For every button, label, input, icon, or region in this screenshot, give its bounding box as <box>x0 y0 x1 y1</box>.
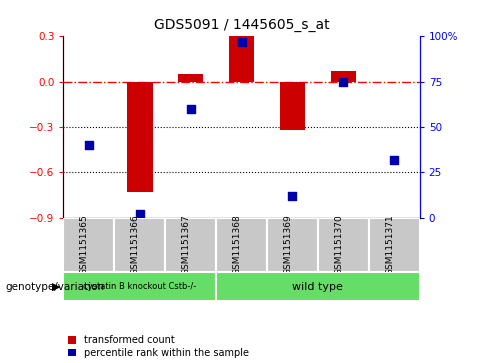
Text: GSM1151368: GSM1151368 <box>233 215 242 276</box>
Bar <box>216 272 420 301</box>
Text: GSM1151371: GSM1151371 <box>385 215 394 276</box>
Bar <box>63 218 114 272</box>
Bar <box>369 218 420 272</box>
Text: cystatin B knockout Cstb-/-: cystatin B knockout Cstb-/- <box>83 282 196 291</box>
Point <box>187 106 195 112</box>
Bar <box>229 36 254 82</box>
Bar <box>178 74 203 82</box>
Bar <box>267 218 318 272</box>
Title: GDS5091 / 1445605_s_at: GDS5091 / 1445605_s_at <box>154 19 329 33</box>
Point <box>390 157 398 163</box>
Text: GSM1151367: GSM1151367 <box>182 215 191 276</box>
Text: GSM1151369: GSM1151369 <box>284 215 292 276</box>
Text: GSM1151365: GSM1151365 <box>80 215 89 276</box>
Text: GSM1151370: GSM1151370 <box>334 215 344 276</box>
Bar <box>114 218 165 272</box>
Legend: transformed count, percentile rank within the sample: transformed count, percentile rank withi… <box>68 335 249 358</box>
Point <box>340 79 347 85</box>
Point <box>85 142 93 148</box>
Bar <box>331 71 356 82</box>
Text: ▶: ▶ <box>52 282 61 292</box>
Bar <box>127 82 152 192</box>
Bar <box>216 218 267 272</box>
Bar <box>280 82 305 130</box>
Text: GSM1151366: GSM1151366 <box>131 215 140 276</box>
Text: wild type: wild type <box>292 282 344 292</box>
Bar <box>63 272 216 301</box>
Point <box>136 211 143 217</box>
Point <box>238 39 245 45</box>
Bar <box>318 218 369 272</box>
Bar <box>165 218 216 272</box>
Text: genotype/variation: genotype/variation <box>5 282 104 292</box>
Point <box>288 193 296 199</box>
